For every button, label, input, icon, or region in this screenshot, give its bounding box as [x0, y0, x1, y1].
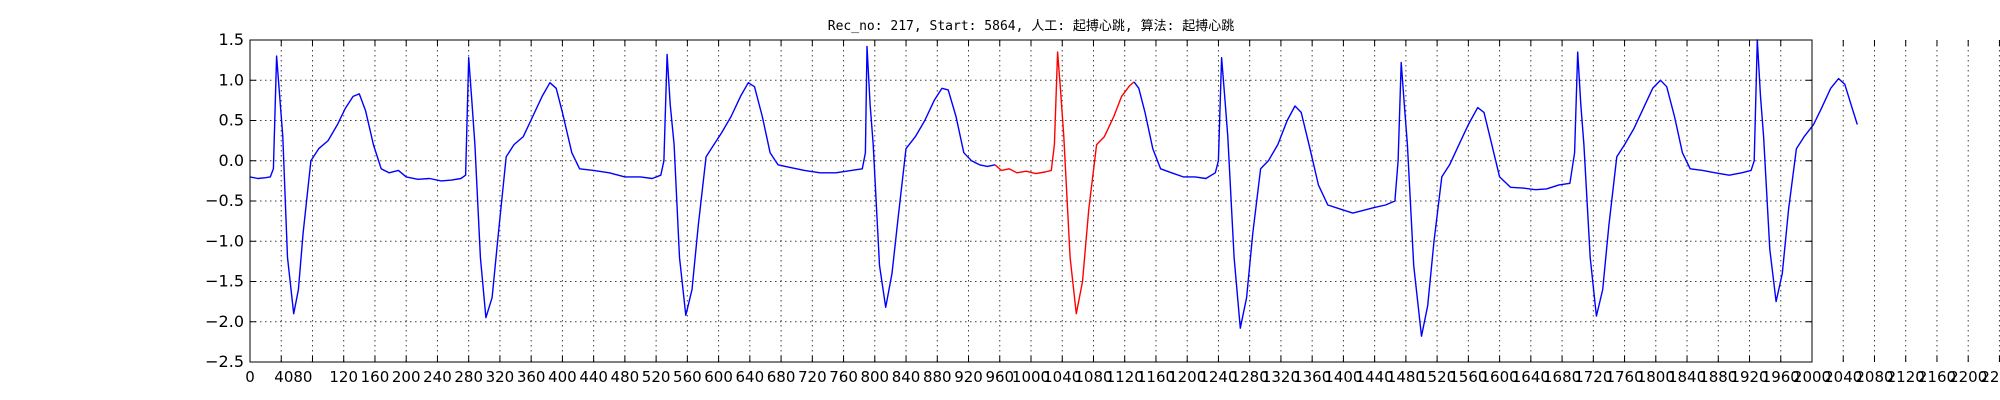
x-tick-label: 1040: [1043, 368, 1081, 386]
x-tick-label: 440: [579, 368, 608, 386]
x-tick-label: 2160: [1918, 368, 1956, 386]
y-tick-label: −2.0: [205, 312, 244, 331]
y-tick-label: 1.0: [219, 70, 244, 89]
x-tick-label: 1960: [1762, 368, 1800, 386]
x-tick-label: 920: [954, 368, 983, 386]
x-tick-label: 1200: [1168, 368, 1206, 386]
x-tick-label: 120: [329, 368, 358, 386]
x-tick-label: 840: [892, 368, 921, 386]
x-tick-label: 1000: [1012, 368, 1050, 386]
x-tick-label: 1600: [1481, 368, 1519, 386]
x-tick-label: 1920: [1730, 368, 1768, 386]
chart-title: Rec_no: 217, Start: 5864, 人工: 起搏心跳, 算法: …: [828, 18, 1234, 34]
x-tick-label: 240: [423, 368, 452, 386]
x-tick-label: 720: [798, 368, 827, 386]
x-tick-label: 1160: [1137, 368, 1175, 386]
x-tick-label: 520: [642, 368, 671, 386]
x-tick-label: 1800: [1637, 368, 1675, 386]
y-tick-label: 1.5: [219, 30, 244, 49]
y-tick-label: 0.0: [219, 151, 244, 170]
x-tick-label: 1560: [1449, 368, 1487, 386]
x-tick-label: 360: [517, 368, 546, 386]
x-tick-label: 400: [548, 368, 577, 386]
x-tick-label: 2240: [1980, 368, 2000, 386]
x-tick-label: 1240: [1199, 368, 1237, 386]
x-tick-label: 1640: [1512, 368, 1550, 386]
y-tick-label: −2.5: [205, 352, 244, 371]
plot-series: [249, 39, 1858, 337]
x-tick-label: 2000: [1793, 368, 1831, 386]
y-tick-label: −0.5: [205, 191, 244, 210]
x-tick-label: 1840: [1668, 368, 1706, 386]
x-tick-label: 0: [245, 368, 255, 386]
x-tick-label: 4080: [274, 368, 312, 386]
y-tick-label: −1.5: [205, 272, 244, 291]
x-tick-label: 960: [985, 368, 1014, 386]
axis-ticks: −2.5 −2.0 −1.5 −1.0 −0.5 0.0 0.5 1.0 1.5 0 4080 120…: [205, 30, 2000, 386]
x-tick-label: 1440: [1356, 368, 1394, 386]
x-tick-label: 160: [361, 368, 390, 386]
x-tick-label: 600: [704, 368, 733, 386]
x-tick-label: 880: [923, 368, 952, 386]
series-line-ecg-highlight: [994, 51, 1135, 315]
y-tick-label: 0.5: [219, 111, 244, 130]
x-tick-label: 760: [829, 368, 858, 386]
x-tick-label: 480: [611, 368, 640, 386]
x-tick-label: 2120: [1887, 368, 1925, 386]
x-tick-label: 640: [736, 368, 765, 386]
x-tick-label: 1120: [1106, 368, 1144, 386]
x-tick-label: 2200: [1949, 368, 1987, 386]
x-tick-label: 560: [673, 368, 702, 386]
x-tick-label: 680: [767, 368, 796, 386]
x-tick-label: 1320: [1262, 368, 1300, 386]
series-line-ecg-tail: [1133, 39, 1858, 337]
x-tick-label: 200: [392, 368, 421, 386]
x-tick-label: 1400: [1324, 368, 1362, 386]
x-tick-label: 1080: [1074, 368, 1112, 386]
x-tick-label: 2080: [1855, 368, 1893, 386]
y-tick-label: −1.0: [205, 231, 244, 250]
x-tick-label: 2040: [1824, 368, 1862, 386]
x-tick-label: 1360: [1293, 368, 1331, 386]
x-tick-label: 320: [486, 368, 515, 386]
series-line-ecg: [249, 45, 996, 319]
x-tick-label: 280: [454, 368, 483, 386]
x-tick-label: 1880: [1699, 368, 1737, 386]
x-tick-label: 1520: [1418, 368, 1456, 386]
x-tick-label: 1760: [1605, 368, 1643, 386]
x-tick-label: 1280: [1231, 368, 1269, 386]
x-tick-label: 800: [860, 368, 889, 386]
grid-lines: [249, 39, 2000, 363]
x-tick-label: 1480: [1387, 368, 1425, 386]
x-tick-label: 1680: [1543, 368, 1581, 386]
x-tick-label: 1720: [1574, 368, 1612, 386]
